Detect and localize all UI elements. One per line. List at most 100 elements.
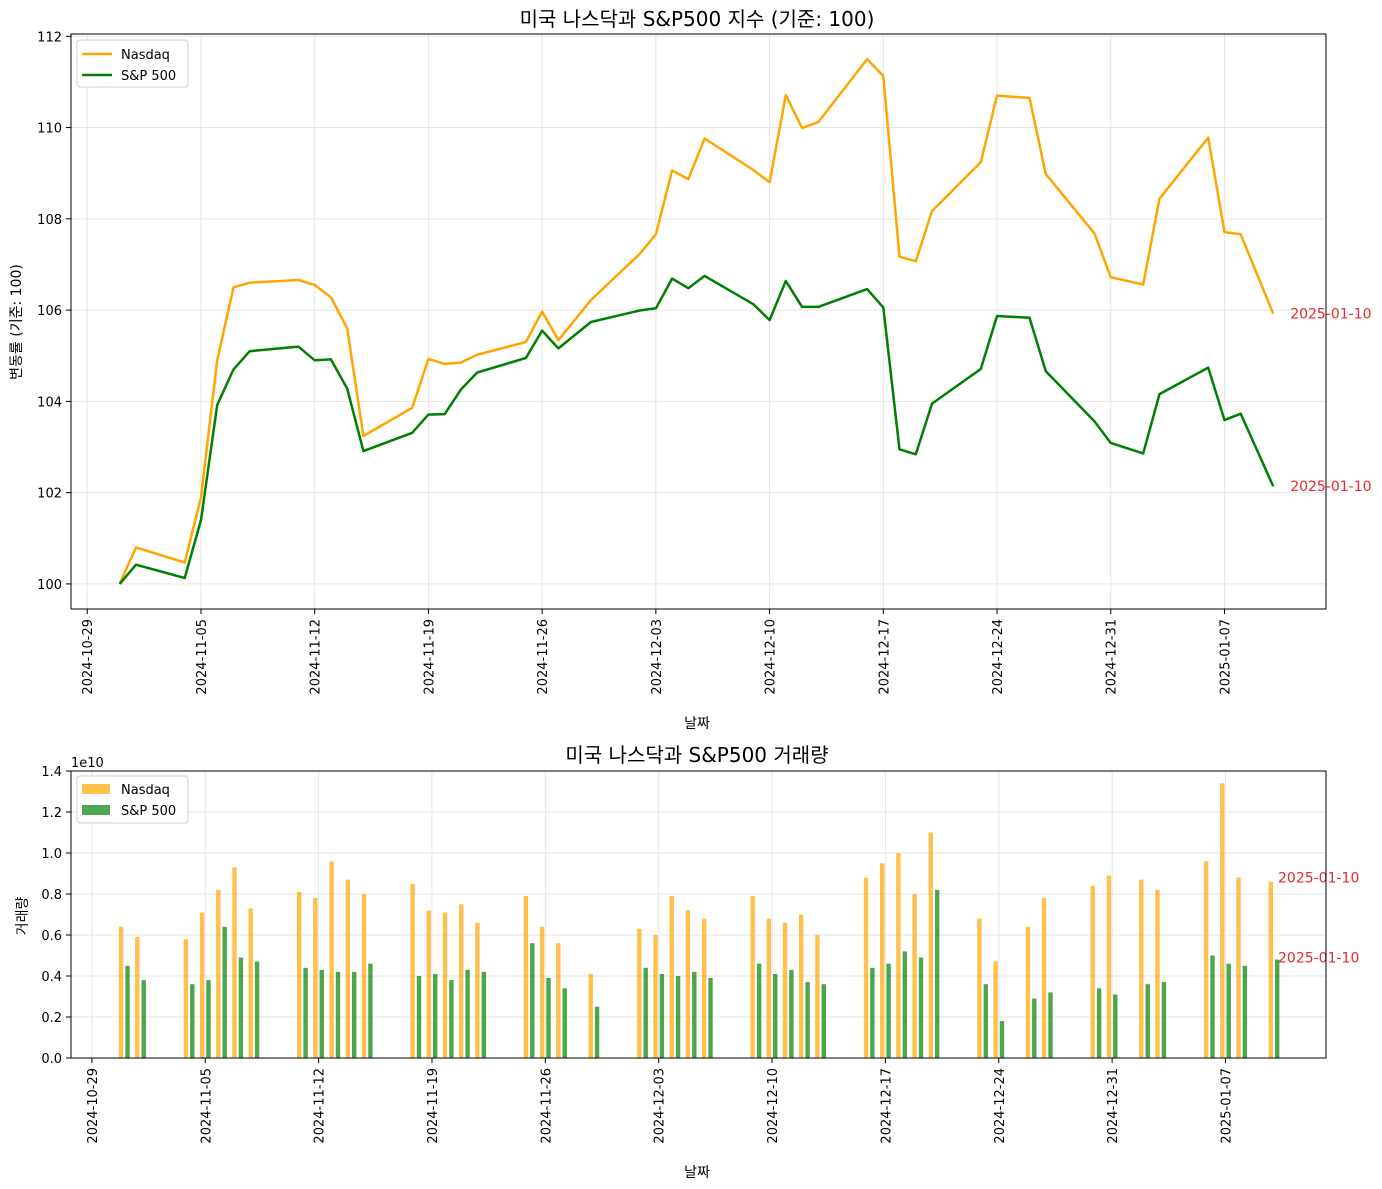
bar-sp500 <box>773 974 778 1058</box>
bar-nasdaq <box>183 939 189 1058</box>
bar-nasdaq <box>896 853 901 1058</box>
bar-sp500 <box>902 951 907 1058</box>
x-tick-label: 2024-12-31 <box>1106 1068 1121 1144</box>
end-date-annotation: 2025-01-10 <box>1290 479 1371 495</box>
x-tick-label: 2024-12-03 <box>650 619 665 695</box>
bar-nasdaq <box>863 877 869 1058</box>
bar-sp500 <box>449 980 454 1058</box>
y-tick-label: 106 <box>37 304 62 319</box>
bar-nasdaq <box>118 926 124 1058</box>
legend-swatch <box>82 784 110 794</box>
series-line-nasdaq <box>118 57 1275 585</box>
bar-nasdaq <box>1268 881 1273 1058</box>
x-axis-label-index: 날짜 <box>684 716 710 732</box>
x-tick-label: 2024-12-17 <box>877 619 892 695</box>
y-axis-label-volume: 거래량 <box>15 897 31 936</box>
bar-nasdaq <box>1203 861 1209 1058</box>
bar-sp500 <box>1113 994 1118 1058</box>
x-tick-label: 2024-12-03 <box>653 1068 668 1144</box>
y-tick-label: 110 <box>37 122 62 137</box>
bar-nasdaq <box>766 918 771 1058</box>
bar-nasdaq <box>685 910 691 1058</box>
bar-nasdaq <box>1139 879 1144 1058</box>
y-tick-label: 100 <box>37 578 62 593</box>
plot-frame <box>70 770 1327 1059</box>
bar-nasdaq <box>782 922 788 1058</box>
bar-sp500 <box>643 967 648 1058</box>
bar-nasdaq <box>426 910 431 1058</box>
bar-sp500 <box>886 963 891 1058</box>
bar-sp500 <box>1048 992 1053 1058</box>
x-tick-label: 2024-11-26 <box>536 619 551 695</box>
bar-sp500 <box>465 969 470 1058</box>
bar-sp500 <box>1210 955 1215 1058</box>
bar-sp500 <box>319 969 324 1058</box>
series-line-sp500 <box>118 274 1275 585</box>
bar-nasdaq <box>345 879 350 1058</box>
bar-nasdaq <box>361 894 367 1058</box>
y-tick-label: 0.2 <box>41 1011 62 1026</box>
bar-nasdaq <box>637 928 642 1058</box>
y-axis-offset-label: 1e10 <box>71 756 104 771</box>
bar-nasdaq <box>653 935 658 1058</box>
bar-sp500 <box>433 974 438 1058</box>
bar-nasdaq <box>199 912 205 1058</box>
bar-sp500 <box>918 957 924 1058</box>
bar-sp500 <box>675 976 681 1058</box>
y-tick-label: 0.0 <box>41 1052 62 1067</box>
chart-title-index: 미국 나스닥과 S&P500 지수 (기준: 100) <box>520 7 875 31</box>
y-tick-label: 0.4 <box>41 970 62 985</box>
x-tick-label: 2024-12-17 <box>879 1068 894 1144</box>
y-tick-label: 112 <box>37 30 62 45</box>
bar-nasdaq <box>928 832 933 1058</box>
bar-sp500 <box>368 963 373 1058</box>
x-tick-label: 2024-12-31 <box>1105 619 1120 695</box>
bar-nasdaq <box>912 894 917 1058</box>
y-tick-label: 1.2 <box>41 806 62 821</box>
chart-title-volume: 미국 나스닥과 S&P500 거래량 <box>565 743 828 767</box>
x-tick-label: 2024-11-05 <box>195 619 210 695</box>
bar-sp500 <box>1275 959 1280 1058</box>
legend-label: S&P 500 <box>121 69 176 84</box>
bar-sp500 <box>206 980 211 1058</box>
x-tick-label: 2024-11-12 <box>313 1068 328 1144</box>
bar-sp500 <box>870 967 875 1058</box>
end-date-annotation: 2025-01-10 <box>1278 951 1359 967</box>
volume-bar-chart: 2024-10-29 2024-11-05 2024-11-12 2024-11-19… <box>41 765 1359 1144</box>
bar-nasdaq <box>216 889 221 1058</box>
bar-sp500 <box>1145 984 1150 1058</box>
legend-swatch <box>82 805 110 815</box>
bar-sp500 <box>562 988 567 1058</box>
bar-sp500 <box>1242 965 1248 1059</box>
x-tick-label: 2024-12-24 <box>993 1068 1008 1144</box>
y-axis-label-index: 변동률 (기준: 100) <box>9 264 25 380</box>
bar-sp500 <box>1161 982 1167 1058</box>
x-tick-label: 2024-11-19 <box>422 619 437 695</box>
bar-sp500 <box>659 974 665 1058</box>
bar-nasdaq <box>799 914 804 1058</box>
y-tick-label: 0.8 <box>41 888 62 903</box>
bar-sp500 <box>1096 988 1102 1058</box>
bar-nasdaq <box>750 896 755 1058</box>
bar-sp500 <box>190 984 195 1058</box>
bar-nasdaq <box>475 922 480 1058</box>
bar-nasdaq <box>232 867 237 1058</box>
x-tick-label: 2024-11-19 <box>426 1068 441 1144</box>
x-tick-label: 2024-12-10 <box>764 619 779 695</box>
bar-sp500 <box>1032 998 1037 1058</box>
index-line-chart: 2024-10-29 2024-11-05 2024-11-12 2024-11-19… <box>37 30 1371 694</box>
bar-nasdaq <box>248 908 253 1058</box>
end-date-annotation: 2025-01-10 <box>1290 307 1371 323</box>
bar-sp500 <box>983 984 988 1058</box>
legend-label: Nasdaq <box>121 48 170 63</box>
bar-sp500 <box>481 971 486 1058</box>
bar-sp500 <box>708 978 713 1058</box>
bar-nasdaq <box>1041 898 1047 1058</box>
y-tick-label: 0.6 <box>41 929 62 944</box>
bar-sp500 <box>594 1006 600 1059</box>
legend: Nasdaq S&P 500 <box>76 39 189 88</box>
x-tick-label: 2024-12-24 <box>991 619 1006 695</box>
legend-label: S&P 500 <box>121 804 176 819</box>
legend: Nasdaq S&P 500 <box>76 775 189 824</box>
